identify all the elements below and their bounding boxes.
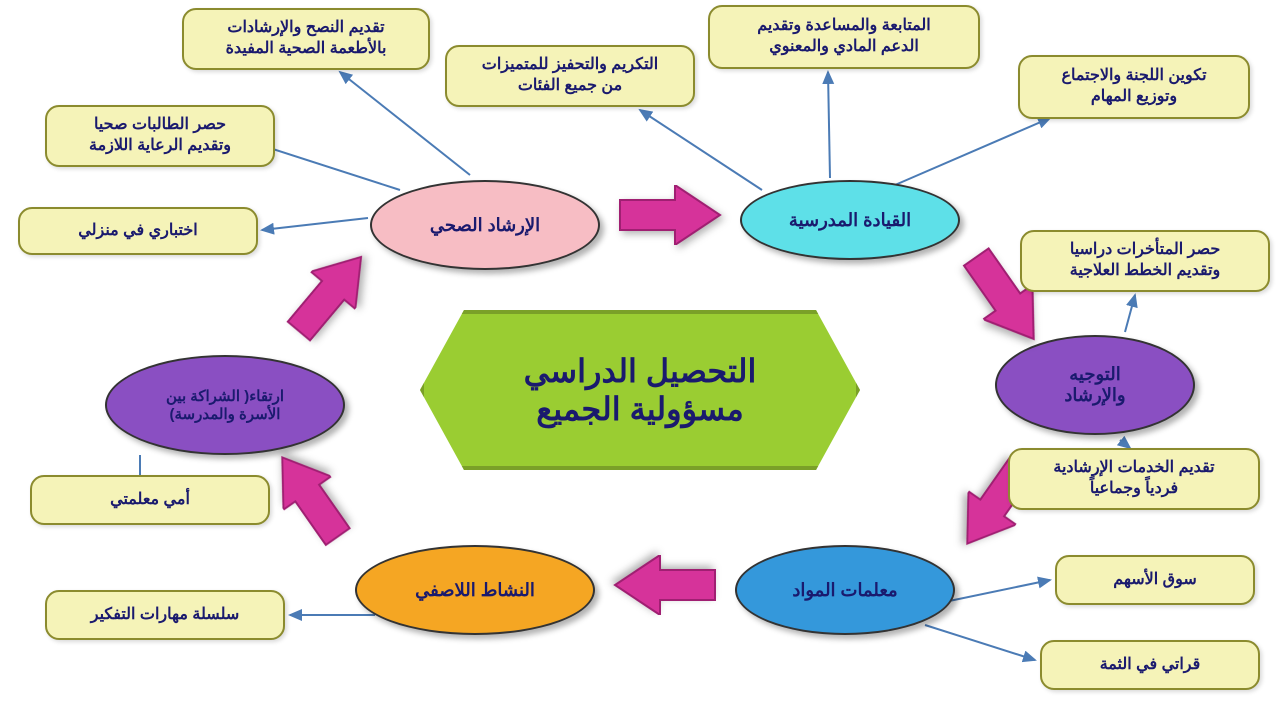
box-reading: قراتي في الثمة (1040, 640, 1260, 690)
box-advice: تقديم النصح والإرشادات بالأطعمة الصحية ا… (182, 8, 430, 70)
box-services: تقديم الخدمات الإرشادية فردياً وجماعياً (1008, 448, 1260, 510)
arrow-activity-partnership (255, 435, 366, 558)
box-thinking: سلسلة مهارات التفكير (45, 590, 285, 640)
arrow-teachers-activity (605, 555, 725, 615)
box-committee: تكوين اللجنة والاجتماع وتوزيع المهام (1018, 55, 1250, 119)
arrow-partnership-health (272, 233, 387, 355)
diagram-canvas: التحصيل الدراسي مسؤولية الجميع القيادة ا… (0, 0, 1280, 720)
box-mom-teacher: أمي معلمتي (30, 475, 270, 525)
center-line2: مسؤولية الجميع (524, 390, 757, 428)
box-hometest: اختباري في منزلي (18, 207, 258, 255)
box-stocks: سوق الأسهم (1055, 555, 1255, 605)
center-hexagon: التحصيل الدراسي مسؤولية الجميع (420, 310, 860, 470)
box-health-count: حصر الطالبات صحيا وتقديم الرعاية اللازمة (45, 105, 275, 167)
arrow-health-leadership (610, 185, 730, 245)
ellipse-partnership: ارتقاء( الشراكة بين الأسرة والمدرسة) (105, 355, 345, 455)
box-honoring: التكريم والتحفيز للمتميزات من جميع الفئا… (445, 45, 695, 107)
ellipse-teachers: معلمات المواد (735, 545, 955, 635)
ellipse-activity: النشاط اللاصفي (355, 545, 595, 635)
ellipse-health: الإرشاد الصحي (370, 180, 600, 270)
box-late-plans: حصر المتأخرات دراسيا وتقديم الخطط العلاج… (1020, 230, 1270, 292)
box-followup: المتابعة والمساعدة وتقديم الدعم المادي و… (708, 5, 980, 69)
center-line1: التحصيل الدراسي (524, 352, 757, 390)
ellipse-leadership: القيادة المدرسية (740, 180, 960, 260)
